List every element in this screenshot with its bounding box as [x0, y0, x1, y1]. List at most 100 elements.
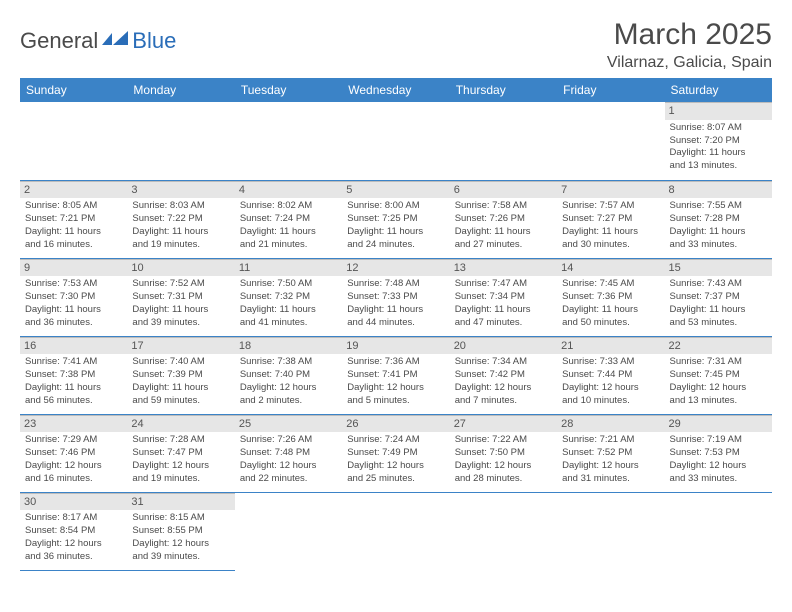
daylight-text: and 22 minutes. — [240, 473, 337, 486]
calendar-cell: 30Sunrise: 8:17 AMSunset: 8:54 PMDayligh… — [20, 492, 127, 570]
daylight-text: Daylight: 12 hours — [455, 460, 552, 473]
calendar-cell: 6Sunrise: 7:58 AMSunset: 7:26 PMDaylight… — [450, 180, 557, 258]
calendar-cell: 2Sunrise: 8:05 AMSunset: 7:21 PMDaylight… — [20, 180, 127, 258]
daylight-text: and 59 minutes. — [132, 395, 229, 408]
sunset-text: Sunset: 7:22 PM — [132, 213, 229, 226]
sunset-text: Sunset: 7:50 PM — [455, 447, 552, 460]
calendar-cell: 27Sunrise: 7:22 AMSunset: 7:50 PMDayligh… — [450, 414, 557, 492]
daylight-text: Daylight: 12 hours — [25, 538, 122, 551]
calendar-week-row: 1Sunrise: 8:07 AMSunset: 7:20 PMDaylight… — [20, 102, 772, 180]
daylight-text: Daylight: 11 hours — [455, 226, 552, 239]
calendar-cell: 8Sunrise: 7:55 AMSunset: 7:28 PMDaylight… — [665, 180, 772, 258]
daylight-text: and 39 minutes. — [132, 317, 229, 330]
day-number: 20 — [450, 337, 557, 355]
calendar-cell: 15Sunrise: 7:43 AMSunset: 7:37 PMDayligh… — [665, 258, 772, 336]
day-number: 25 — [235, 415, 342, 433]
calendar-cell: 10Sunrise: 7:52 AMSunset: 7:31 PMDayligh… — [127, 258, 234, 336]
daylight-text: and 25 minutes. — [347, 473, 444, 486]
calendar-cell — [665, 492, 772, 570]
daylight-text: Daylight: 12 hours — [455, 382, 552, 395]
calendar-cell — [127, 102, 234, 180]
day-number: 26 — [342, 415, 449, 433]
day-number: 30 — [20, 493, 127, 511]
daylight-text: and 30 minutes. — [562, 239, 659, 252]
sunset-text: Sunset: 7:30 PM — [25, 291, 122, 304]
sunrise-text: Sunrise: 7:22 AM — [455, 434, 552, 447]
day-number: 15 — [665, 259, 772, 277]
sunset-text: Sunset: 7:45 PM — [670, 369, 767, 382]
daylight-text: and 41 minutes. — [240, 317, 337, 330]
daylight-text: Daylight: 11 hours — [132, 382, 229, 395]
daylight-text: Daylight: 11 hours — [25, 304, 122, 317]
daylight-text: and 47 minutes. — [455, 317, 552, 330]
day-number: 24 — [127, 415, 234, 433]
daylight-text: and 56 minutes. — [25, 395, 122, 408]
sunrise-text: Sunrise: 7:38 AM — [240, 356, 337, 369]
sunrise-text: Sunrise: 7:58 AM — [455, 200, 552, 213]
calendar-cell: 14Sunrise: 7:45 AMSunset: 7:36 PMDayligh… — [557, 258, 664, 336]
calendar-cell: 11Sunrise: 7:50 AMSunset: 7:32 PMDayligh… — [235, 258, 342, 336]
sunset-text: Sunset: 7:53 PM — [670, 447, 767, 460]
calendar-cell — [450, 102, 557, 180]
day-number: 19 — [342, 337, 449, 355]
sunrise-text: Sunrise: 7:47 AM — [455, 278, 552, 291]
calendar-cell — [450, 492, 557, 570]
sunrise-text: Sunrise: 7:24 AM — [347, 434, 444, 447]
sunset-text: Sunset: 7:42 PM — [455, 369, 552, 382]
day-number: 5 — [342, 181, 449, 199]
month-title: March 2025 — [607, 18, 772, 52]
daylight-text: and 13 minutes. — [670, 160, 767, 173]
sunrise-text: Sunrise: 7:21 AM — [562, 434, 659, 447]
calendar-week-row: 16Sunrise: 7:41 AMSunset: 7:38 PMDayligh… — [20, 336, 772, 414]
daylight-text: Daylight: 11 hours — [240, 304, 337, 317]
daylight-text: Daylight: 11 hours — [670, 304, 767, 317]
calendar-cell: 24Sunrise: 7:28 AMSunset: 7:47 PMDayligh… — [127, 414, 234, 492]
sunset-text: Sunset: 7:41 PM — [347, 369, 444, 382]
header: General Blue March 2025 Vilarnaz, Galici… — [20, 18, 772, 72]
calendar-cell: 21Sunrise: 7:33 AMSunset: 7:44 PMDayligh… — [557, 336, 664, 414]
calendar-cell: 16Sunrise: 7:41 AMSunset: 7:38 PMDayligh… — [20, 336, 127, 414]
calendar-cell: 5Sunrise: 8:00 AMSunset: 7:25 PMDaylight… — [342, 180, 449, 258]
sunrise-text: Sunrise: 7:28 AM — [132, 434, 229, 447]
sunrise-text: Sunrise: 7:31 AM — [670, 356, 767, 369]
sunset-text: Sunset: 7:48 PM — [240, 447, 337, 460]
sunrise-text: Sunrise: 7:53 AM — [25, 278, 122, 291]
day-number: 10 — [127, 259, 234, 277]
day-number: 6 — [450, 181, 557, 199]
daylight-text: Daylight: 11 hours — [562, 226, 659, 239]
sunrise-text: Sunrise: 8:15 AM — [132, 512, 229, 525]
sunset-text: Sunset: 7:44 PM — [562, 369, 659, 382]
daylight-text: Daylight: 11 hours — [25, 382, 122, 395]
weekday-header: Friday — [557, 78, 664, 102]
weekday-header: Sunday — [20, 78, 127, 102]
day-number: 28 — [557, 415, 664, 433]
calendar-cell: 4Sunrise: 8:02 AMSunset: 7:24 PMDaylight… — [235, 180, 342, 258]
daylight-text: Daylight: 12 hours — [347, 460, 444, 473]
sunset-text: Sunset: 7:40 PM — [240, 369, 337, 382]
daylight-text: and 5 minutes. — [347, 395, 444, 408]
daylight-text: Daylight: 11 hours — [132, 304, 229, 317]
sunrise-text: Sunrise: 7:26 AM — [240, 434, 337, 447]
day-number: 22 — [665, 337, 772, 355]
weekday-header: Saturday — [665, 78, 772, 102]
daylight-text: and 50 minutes. — [562, 317, 659, 330]
sunset-text: Sunset: 7:38 PM — [25, 369, 122, 382]
daylight-text: and 16 minutes. — [25, 473, 122, 486]
daylight-text: and 16 minutes. — [25, 239, 122, 252]
daylight-text: Daylight: 11 hours — [562, 304, 659, 317]
calendar-cell — [20, 102, 127, 180]
calendar-cell — [557, 492, 664, 570]
calendar-cell — [235, 102, 342, 180]
flag-icon — [102, 31, 130, 52]
daylight-text: and 39 minutes. — [132, 551, 229, 564]
calendar-cell: 3Sunrise: 8:03 AMSunset: 7:22 PMDaylight… — [127, 180, 234, 258]
sunset-text: Sunset: 7:36 PM — [562, 291, 659, 304]
sunset-text: Sunset: 7:52 PM — [562, 447, 659, 460]
sunset-text: Sunset: 7:33 PM — [347, 291, 444, 304]
sunrise-text: Sunrise: 8:00 AM — [347, 200, 444, 213]
daylight-text: and 19 minutes. — [132, 239, 229, 252]
sunrise-text: Sunrise: 7:55 AM — [670, 200, 767, 213]
daylight-text: Daylight: 11 hours — [25, 226, 122, 239]
sunset-text: Sunset: 8:54 PM — [25, 525, 122, 538]
sunrise-text: Sunrise: 7:29 AM — [25, 434, 122, 447]
